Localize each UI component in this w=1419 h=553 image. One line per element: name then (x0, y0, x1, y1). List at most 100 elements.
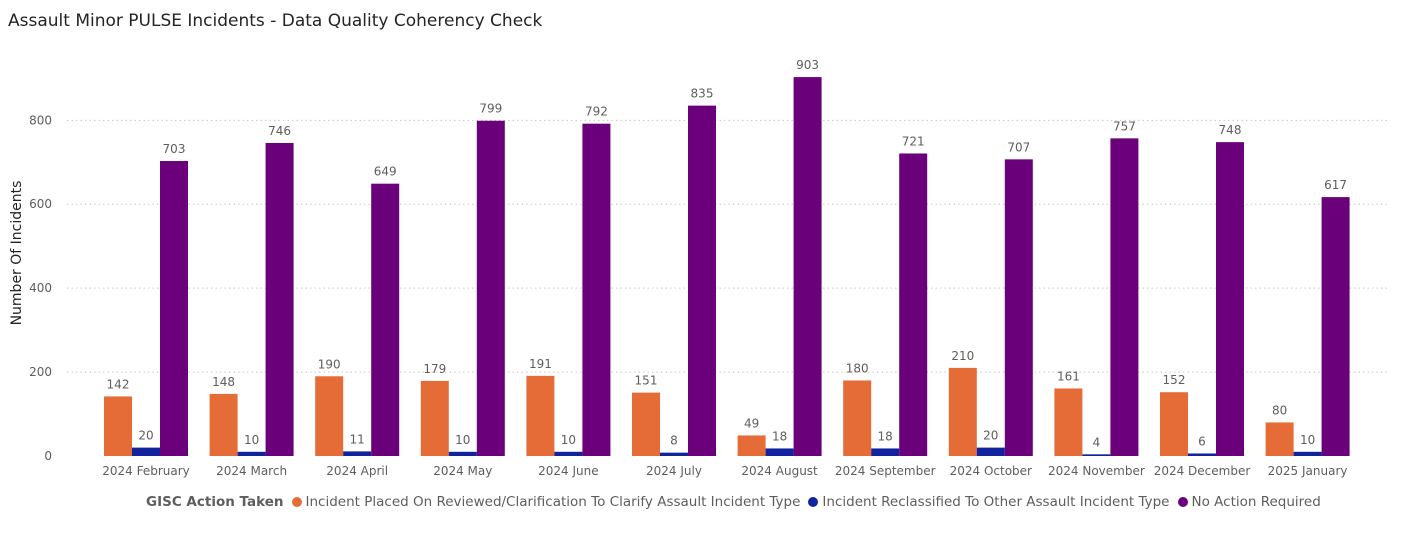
bar-reviewed[interactable] (315, 376, 344, 456)
legend-marker-no-action (1177, 497, 1188, 507)
data-label-reviewed: 142 (107, 377, 130, 391)
data-label-reclassified: 20 (983, 429, 998, 443)
bar-no-action[interactable] (160, 161, 188, 457)
legend: GISC Action Taken Incident Placed On Rev… (146, 494, 1329, 510)
data-label-reviewed: 161 (1057, 369, 1080, 383)
data-label-reviewed: 191 (529, 357, 552, 371)
legend-label-reviewed: Incident Placed On Reviewed/Clarificatio… (305, 494, 801, 510)
bar-no-action[interactable] (476, 120, 505, 457)
bar-reclassified[interactable] (1293, 451, 1322, 456)
data-label-reclassified: 20 (138, 429, 153, 443)
y-tick-label: 400 (29, 281, 52, 295)
data-label-reviewed: 80 (1272, 403, 1287, 417)
data-label-no-action: 721 (902, 134, 925, 148)
bar-reclassified[interactable] (1082, 454, 1111, 456)
legend-label-no-action: No Action Required (1191, 494, 1321, 510)
y-axis-label: Number Of Incidents (9, 181, 25, 326)
x-tick-label: 2024 October (950, 464, 1032, 478)
x-tick-label: 2024 May (433, 464, 492, 478)
data-labels: 1422070314810746190116491791079919110792… (107, 58, 1348, 449)
y-tick-label: 0 (44, 449, 52, 463)
data-label-reclassified: 8 (670, 434, 678, 448)
bar-no-action[interactable] (688, 105, 716, 456)
bar-reclassified[interactable] (554, 451, 583, 456)
y-tick-label: 600 (29, 197, 52, 211)
x-axis-ticks: 2024 February 2024 March 2024 April 2024 Ma… (102, 464, 1347, 478)
bar-reclassified[interactable] (343, 451, 372, 456)
bar-reclassified[interactable] (448, 451, 477, 456)
bar-reclassified[interactable] (976, 447, 1005, 456)
bar-no-action[interactable] (793, 77, 822, 456)
data-label-no-action: 703 (163, 142, 186, 156)
data-label-reclassified: 10 (561, 433, 576, 447)
x-tick-label: 2025 January (1268, 464, 1348, 478)
bar-reclassified[interactable] (1188, 453, 1216, 456)
x-tick-label: 2024 November (1048, 464, 1145, 478)
bar-no-action[interactable] (1216, 142, 1244, 456)
data-label-reviewed: 148 (212, 375, 235, 389)
legend-label-reclassified: Incident Reclassified To Other Assault I… (822, 494, 1170, 510)
data-label-no-action: 835 (691, 87, 714, 101)
bar-no-action[interactable] (899, 153, 928, 457)
bar-reclassified[interactable] (871, 448, 900, 456)
x-tick-label: 2024 April (326, 464, 388, 478)
bar-reviewed[interactable] (843, 380, 872, 456)
data-label-no-action: 903 (796, 58, 819, 72)
bar-no-action[interactable] (1004, 159, 1033, 456)
legend-item-no-action[interactable]: No Action Required (1177, 494, 1321, 510)
bars (104, 77, 1350, 457)
data-label-reclassified: 6 (1198, 434, 1206, 448)
legend-item-reclassified[interactable]: Incident Reclassified To Other Assault I… (808, 494, 1170, 510)
bar-reclassified[interactable] (660, 452, 688, 456)
bar-no-action[interactable] (371, 183, 400, 456)
bar-reviewed[interactable] (104, 396, 132, 456)
legend-title: GISC Action Taken (146, 494, 284, 510)
x-tick-label: 2024 September (835, 464, 936, 478)
y-tick-label: 800 (29, 113, 52, 127)
bar-reviewed[interactable] (420, 380, 449, 456)
data-label-reviewed: 179 (423, 362, 446, 376)
y-axis-ticks: 0 200 400 600 800 (29, 113, 52, 463)
bar-reclassified[interactable] (237, 451, 266, 456)
bar-no-action[interactable] (265, 142, 294, 456)
bar-reclassified[interactable] (132, 447, 160, 456)
bar-no-action[interactable] (1110, 138, 1139, 456)
bar-no-action[interactable] (1321, 197, 1350, 456)
bar-reviewed[interactable] (632, 392, 660, 456)
bar-reviewed[interactable] (737, 435, 766, 456)
data-label-reviewed: 210 (951, 349, 974, 363)
data-label-no-action: 792 (585, 105, 608, 119)
bar-reclassified[interactable] (765, 448, 794, 456)
data-label-reviewed: 152 (1163, 373, 1186, 387)
data-label-no-action: 757 (1113, 119, 1136, 133)
bar-reviewed[interactable] (526, 375, 555, 456)
bar-no-action[interactable] (582, 123, 611, 456)
data-label-no-action: 799 (479, 102, 502, 116)
bar-reviewed[interactable] (1160, 392, 1188, 456)
data-label-reclassified: 18 (878, 429, 893, 443)
data-label-reviewed: 190 (318, 357, 341, 371)
bar-reviewed[interactable] (1054, 388, 1083, 456)
legend-marker-reviewed (291, 497, 302, 507)
x-tick-label: 2024 June (538, 464, 599, 478)
data-label-reclassified: 4 (1093, 435, 1101, 449)
data-label-no-action: 748 (1219, 123, 1242, 137)
legend-item-reviewed[interactable]: Incident Placed On Reviewed/Clarificatio… (291, 494, 801, 510)
data-label-reclassified: 11 (350, 432, 365, 446)
bar-reviewed[interactable] (1265, 422, 1294, 456)
data-label-reviewed: 151 (635, 374, 658, 388)
x-tick-label: 2024 August (741, 464, 818, 478)
x-tick-label: 2024 March (216, 464, 287, 478)
data-label-no-action: 707 (1007, 140, 1030, 154)
data-label-reclassified: 10 (244, 433, 259, 447)
gridlines (67, 119, 1390, 373)
bar-reviewed[interactable] (209, 393, 238, 456)
data-label-no-action: 617 (1324, 178, 1347, 192)
bar-reviewed[interactable] (948, 367, 977, 456)
x-tick-label: 2024 February (102, 464, 190, 478)
chart-title: Assault Minor PULSE Incidents - Data Qua… (8, 11, 543, 31)
x-tick-label: 2024 July (646, 464, 702, 478)
legend-marker-reclassified (808, 497, 819, 507)
data-label-no-action: 649 (374, 165, 397, 179)
data-label-reviewed: 49 (744, 416, 759, 430)
